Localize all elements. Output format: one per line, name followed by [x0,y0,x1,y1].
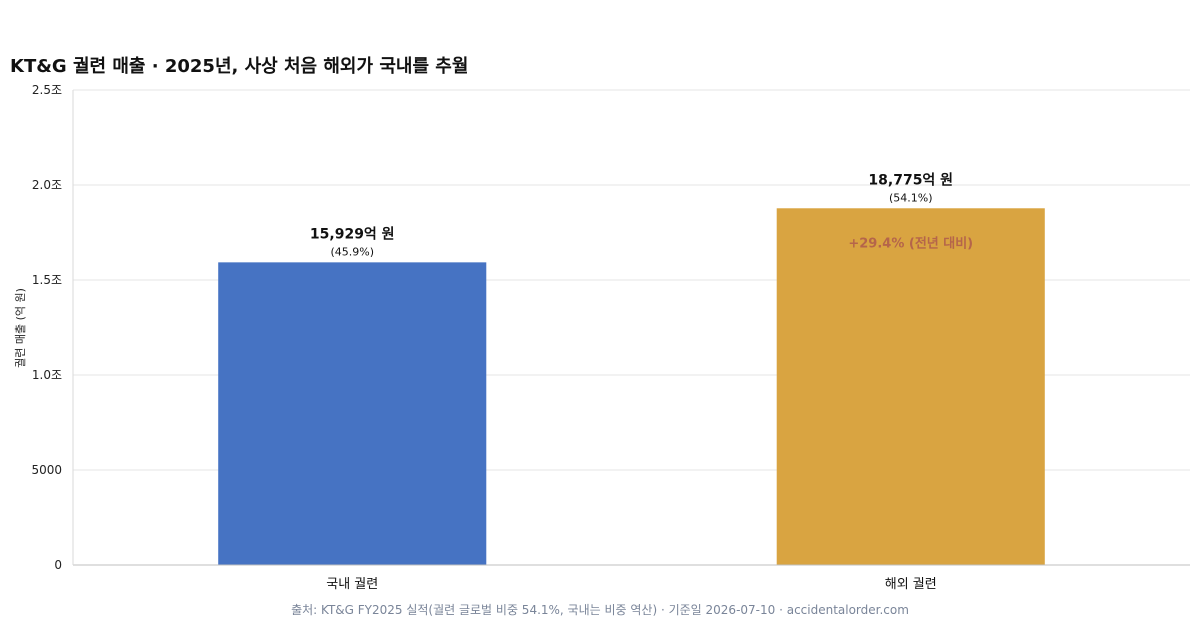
y-axis-ticks: 0 5000 1.0조 1.5조 2.0조 2.5조 [31,83,62,572]
x-tick-label: 국내 궐련 [326,577,378,592]
y-tick-label: 0 [54,558,62,572]
source-note: 출처: KT&G FY2025 실적(궐련 글로벌 비중 54.1%, 국내는 … [291,603,909,617]
bar-value-label: 15,929억 원 [310,226,395,242]
y-tick-label: 2.5조 [32,83,62,97]
y-axis-label: 궐련 매출 (억 원) [13,288,27,368]
growth-annotation: +29.4% (전년 대비) [848,235,973,251]
bar [776,208,1045,565]
x-tick-label: 해외 궐련 [885,577,937,592]
data-labels: 15,929억 원 (45.9%) 18,775억 원 (54.1%) +29.4% (… [310,172,973,258]
bar-share-label: (54.1%) [889,191,933,204]
chart-title: KT&G 궐련 매출 · 2025년, 사상 처음 해외가 국내를 추월 [10,56,469,77]
y-tick-label: 2.0조 [32,178,62,192]
bars [218,208,1045,565]
y-tick-label: 1.0조 [32,368,62,382]
x-axis-ticks: 국내 궐련 해외 궐련 [326,577,936,592]
bar-value-label: 18,775억 원 [868,172,953,188]
y-tick-label: 1.5조 [32,273,62,287]
bar-share-label: (45.9%) [330,245,374,258]
y-tick-label: 5000 [31,463,62,477]
bar [218,262,487,565]
